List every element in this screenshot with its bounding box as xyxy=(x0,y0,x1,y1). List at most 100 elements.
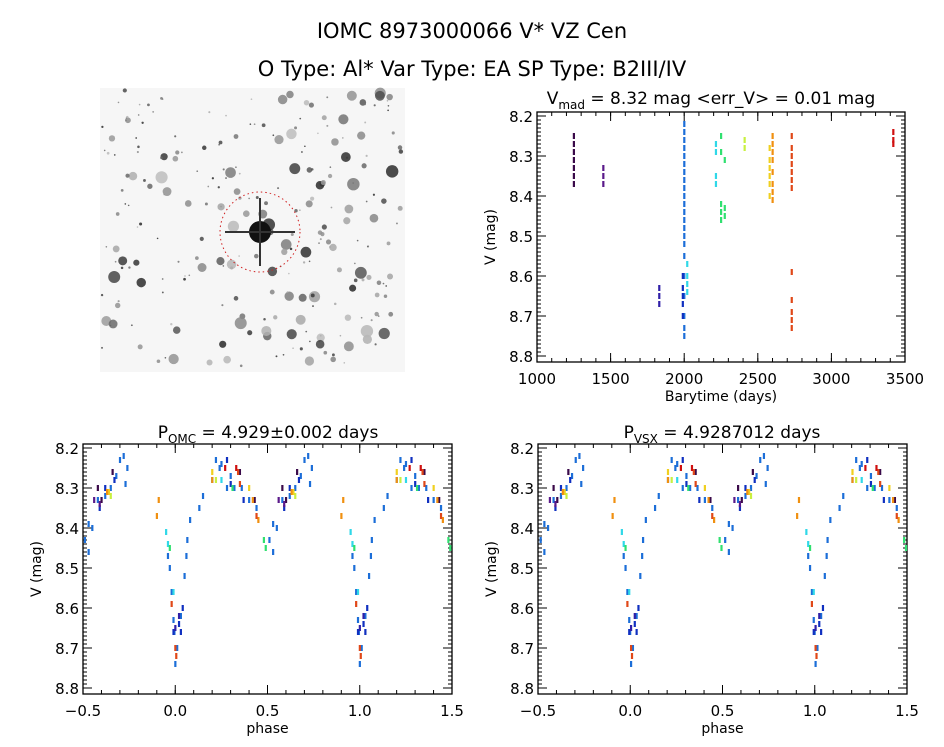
star xyxy=(114,260,117,263)
star xyxy=(199,236,204,241)
star xyxy=(139,222,143,226)
data-point xyxy=(353,545,356,551)
data-point xyxy=(602,173,605,179)
data-point xyxy=(185,553,188,559)
data-point xyxy=(892,141,895,147)
star xyxy=(273,315,278,320)
data-point xyxy=(904,545,908,551)
star xyxy=(299,117,302,120)
data-point xyxy=(436,497,439,503)
data-point xyxy=(439,505,443,511)
data-point xyxy=(253,497,256,503)
data-point xyxy=(620,529,623,535)
data-point xyxy=(670,477,673,483)
star xyxy=(172,155,179,162)
data-point xyxy=(674,465,677,471)
star xyxy=(122,88,127,93)
star xyxy=(175,150,180,155)
star xyxy=(147,103,150,107)
y-tick-label: 8.8 xyxy=(55,680,79,698)
star xyxy=(317,230,323,235)
data-point xyxy=(340,513,343,519)
star xyxy=(299,209,301,211)
star xyxy=(331,138,339,146)
data-point xyxy=(580,481,583,487)
star xyxy=(398,149,404,154)
star xyxy=(108,135,116,142)
star xyxy=(289,247,293,251)
time-series-plot: Vmad = 8.32 mag <err_V> = 0.01 mag 8.2 8.… xyxy=(483,89,924,405)
y-tick-label: 8.6 xyxy=(510,600,534,618)
data-point xyxy=(98,505,101,511)
star xyxy=(374,343,377,346)
data-point xyxy=(873,485,876,491)
data-point xyxy=(826,537,829,543)
star xyxy=(376,280,382,286)
star xyxy=(233,296,239,301)
data-point xyxy=(681,313,684,319)
x-tick-label: 0.5 xyxy=(256,702,280,720)
star xyxy=(290,233,294,237)
data-point xyxy=(395,469,398,475)
data-point xyxy=(175,653,178,659)
x-tick-label: 2000 xyxy=(665,370,703,388)
x-tick-label: 1.0 xyxy=(348,702,372,720)
star xyxy=(365,154,368,157)
y-tick-label: 8.7 xyxy=(55,640,79,658)
star xyxy=(346,90,357,101)
data-point xyxy=(404,477,408,483)
data-point xyxy=(113,477,116,483)
star xyxy=(343,362,346,364)
data-point xyxy=(683,201,686,207)
star xyxy=(381,198,387,204)
star xyxy=(365,200,368,203)
star xyxy=(168,353,179,365)
data-point xyxy=(546,525,550,531)
data-point xyxy=(124,481,127,487)
data-point xyxy=(109,485,112,491)
data-point xyxy=(639,573,642,579)
data-point xyxy=(877,469,880,475)
star xyxy=(344,204,354,214)
star xyxy=(161,291,164,294)
data-point xyxy=(797,497,801,503)
star xyxy=(275,355,278,358)
star xyxy=(286,291,289,293)
data-point xyxy=(211,469,214,475)
star xyxy=(128,266,131,269)
data-point xyxy=(342,497,345,503)
star xyxy=(330,356,336,363)
data-point xyxy=(718,537,721,543)
star xyxy=(170,323,173,326)
data-point xyxy=(307,453,310,459)
data-point xyxy=(683,177,686,183)
data-point xyxy=(288,485,291,491)
star xyxy=(342,137,344,139)
data-point xyxy=(635,613,638,619)
data-point xyxy=(281,497,284,503)
y-tick-label: 8.7 xyxy=(510,640,534,658)
data-point xyxy=(805,529,808,535)
data-point xyxy=(633,621,636,627)
data-point xyxy=(96,497,99,503)
data-point xyxy=(679,465,683,471)
star xyxy=(343,217,351,225)
data-point xyxy=(364,629,367,635)
data-point xyxy=(707,497,710,503)
star xyxy=(321,115,327,121)
data-point xyxy=(818,613,821,619)
star xyxy=(105,245,108,248)
star xyxy=(397,205,403,211)
data-point xyxy=(96,485,99,491)
star xyxy=(318,242,320,244)
data-point xyxy=(683,313,686,319)
star xyxy=(128,171,138,181)
data-point xyxy=(764,481,767,487)
star xyxy=(396,222,398,225)
data-point xyxy=(272,549,275,555)
data-point xyxy=(683,253,686,259)
plot-title: Vmad = 8.32 mag <err_V> = 0.01 mag xyxy=(547,89,876,112)
star xyxy=(253,123,256,126)
data-point xyxy=(683,241,686,247)
data-point xyxy=(554,505,557,511)
